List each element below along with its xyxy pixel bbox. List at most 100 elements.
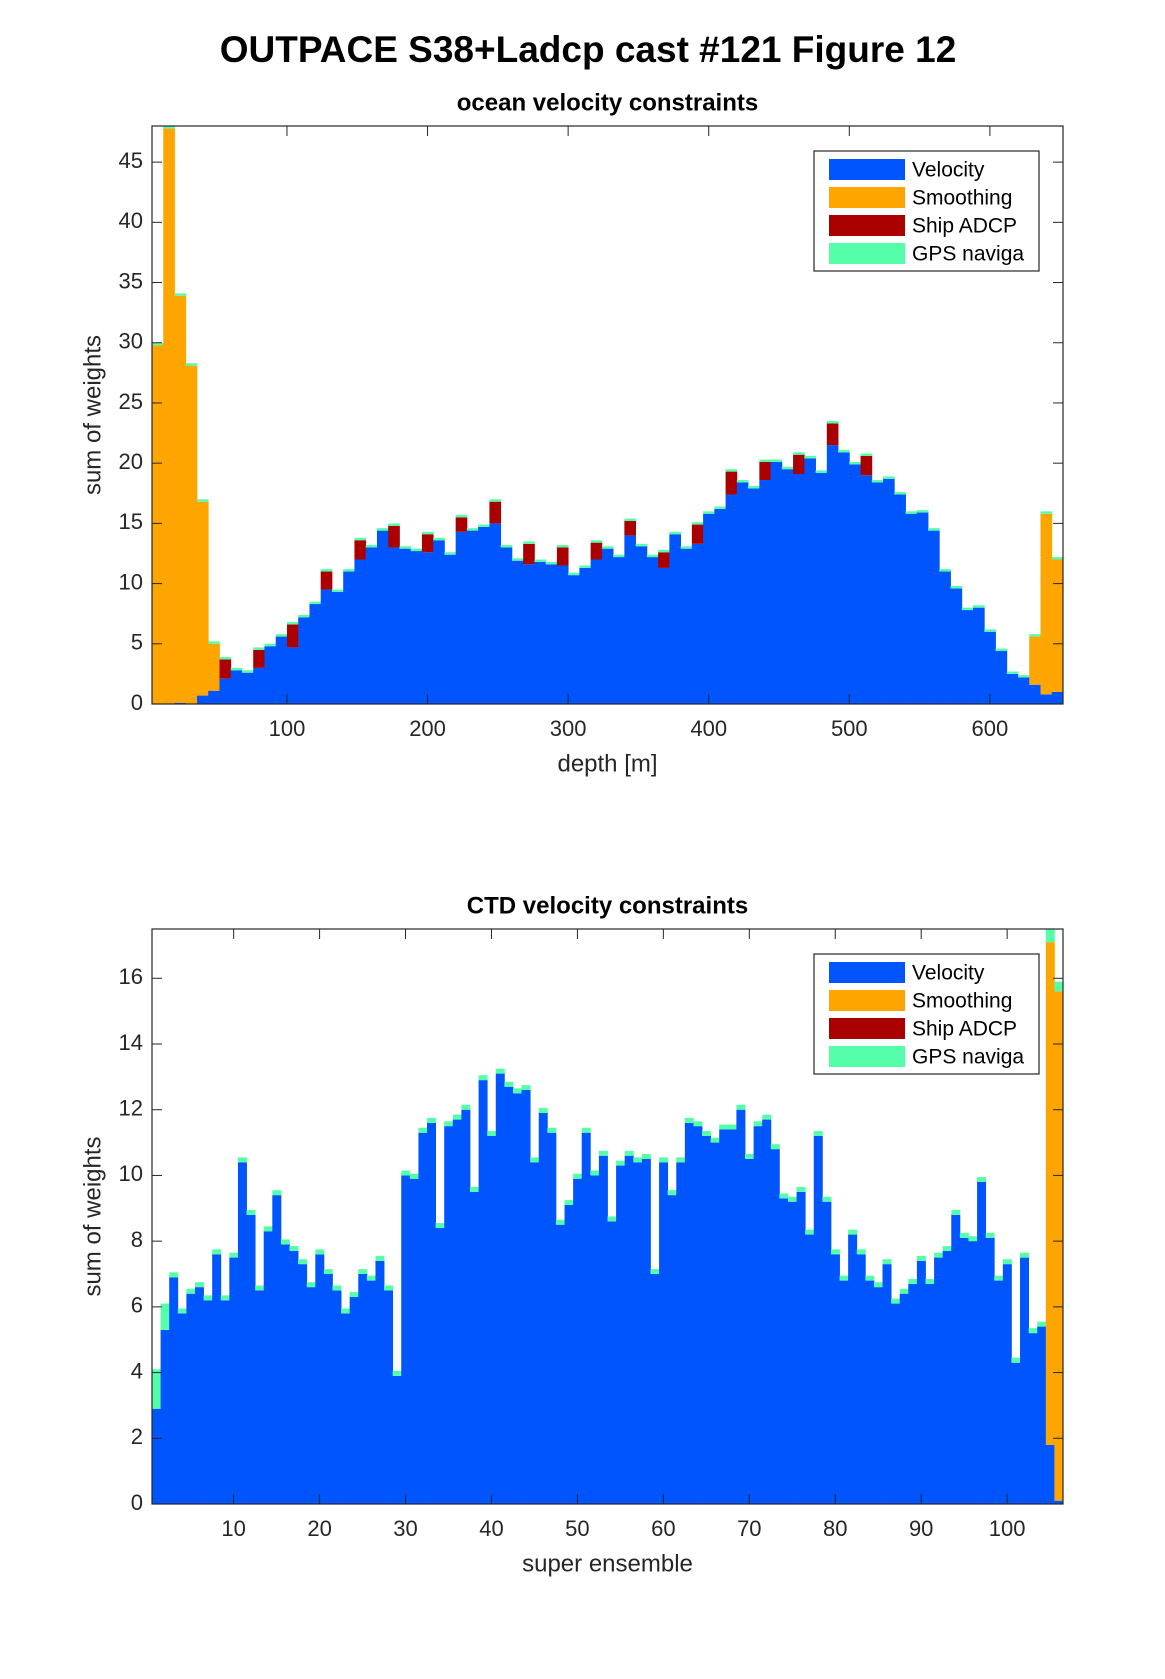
- bar-segment: [1051, 559, 1063, 692]
- bar-segment: [703, 513, 715, 704]
- bar-segment: [796, 1191, 806, 1504]
- bar-segment: [511, 560, 524, 704]
- bar-segment: [401, 1170, 411, 1176]
- bar-segment: [934, 1252, 944, 1258]
- plot: [152, 126, 1063, 704]
- bar-segment: [928, 530, 940, 704]
- bar-segment: [968, 1236, 978, 1242]
- bar-segment: [781, 469, 794, 704]
- bar-segment: [1028, 1333, 1038, 1504]
- bar-segment: [951, 1214, 961, 1504]
- bar-segment: [759, 461, 771, 481]
- bar-segment: [163, 126, 175, 129]
- x-tick-label: 40: [479, 1516, 503, 1541]
- bar-segment: [873, 1287, 883, 1504]
- bar-segment: [444, 1121, 454, 1127]
- bar-segment: [219, 657, 232, 660]
- bar-segment: [315, 1249, 325, 1255]
- bar-segment: [815, 470, 828, 473]
- bar-segment: [849, 464, 861, 704]
- bar-segment: [185, 365, 198, 704]
- legend-swatch: [829, 990, 905, 1011]
- y-tick-label: 2: [131, 1424, 143, 1449]
- bar-segment: [545, 564, 558, 704]
- bar-segment: [684, 1117, 694, 1123]
- bar-segment: [601, 546, 614, 549]
- bar-segment: [826, 445, 839, 704]
- bar-segment: [555, 1219, 565, 1225]
- bar-segment: [331, 592, 344, 704]
- bar-segment: [320, 569, 333, 572]
- bar-segment: [388, 547, 400, 704]
- bar-segment: [478, 1080, 488, 1504]
- bar-segment: [212, 1254, 222, 1504]
- bar-segment: [392, 1375, 402, 1504]
- y-tick-label: 0: [131, 690, 143, 715]
- bar-segment: [504, 1086, 514, 1504]
- bar-segment: [435, 1228, 445, 1504]
- bar-segment: [762, 1119, 772, 1504]
- bar-segment: [255, 1285, 265, 1291]
- bar-segment: [1011, 1362, 1021, 1504]
- bar-segment: [253, 667, 265, 704]
- legend-swatch: [829, 187, 905, 208]
- bar-segment: [950, 585, 963, 589]
- bar-segment: [995, 651, 1008, 704]
- bar-segment: [1028, 1328, 1038, 1334]
- bar-segment: [1054, 1500, 1063, 1504]
- bar-segment: [770, 459, 783, 462]
- x-tick-label: 70: [737, 1516, 761, 1541]
- bar-segment: [1045, 1444, 1055, 1504]
- bar-segment: [703, 511, 715, 514]
- bar-segment: [590, 1175, 600, 1504]
- bar-segment: [194, 1287, 204, 1504]
- legend-swatch: [829, 215, 905, 236]
- bar-segment: [163, 128, 175, 704]
- bar-segment: [521, 1090, 531, 1504]
- bar-segment: [196, 499, 209, 502]
- bar-segment: [659, 1157, 669, 1163]
- x-tick-label: 100: [269, 716, 306, 741]
- bar-segment: [658, 567, 670, 704]
- bar-segment: [714, 506, 726, 509]
- bar-segment: [547, 1132, 557, 1504]
- bar-segment: [212, 1249, 222, 1255]
- bar-segment: [950, 588, 963, 704]
- legend-label: GPS naviga: [912, 243, 1024, 266]
- bar-segment: [487, 1131, 497, 1136]
- bar-segment: [384, 1285, 394, 1291]
- bar-segment: [523, 543, 535, 565]
- bar-segment: [838, 452, 850, 704]
- bar-segment: [186, 1293, 196, 1504]
- bar-segment: [421, 552, 434, 704]
- bar-segment: [511, 558, 524, 561]
- bar-segment: [748, 488, 760, 704]
- bar-segment: [961, 610, 974, 704]
- bar-segment: [320, 571, 333, 590]
- bar-segment: [822, 1201, 832, 1504]
- bar-segment: [500, 545, 513, 548]
- bar-segment: [229, 1257, 239, 1504]
- bar-segment: [793, 452, 805, 455]
- bar-segment: [616, 1160, 626, 1166]
- bar-segment: [332, 1285, 342, 1291]
- bar-segment: [1029, 684, 1041, 704]
- bar-segment: [899, 1293, 909, 1504]
- bar-segment: [568, 572, 580, 576]
- bar-segment: [925, 1283, 935, 1504]
- bar-segment: [196, 501, 209, 696]
- bar-segment: [306, 1282, 316, 1288]
- bar-segment: [973, 605, 985, 608]
- x-tick-label: 400: [690, 716, 727, 741]
- chart-title: CTD velocity constraints: [467, 892, 748, 919]
- bar-segment: [435, 1223, 445, 1228]
- bar-segment: [495, 1068, 505, 1074]
- bar-segment: [748, 486, 760, 489]
- bar-segment: [959, 1232, 969, 1238]
- y-tick-label: 10: [119, 569, 143, 594]
- bar-segment: [185, 363, 198, 366]
- bar-segment: [860, 453, 873, 456]
- bar-segment: [177, 1308, 187, 1314]
- bar-segment: [691, 543, 704, 704]
- bar-segment: [349, 1292, 359, 1297]
